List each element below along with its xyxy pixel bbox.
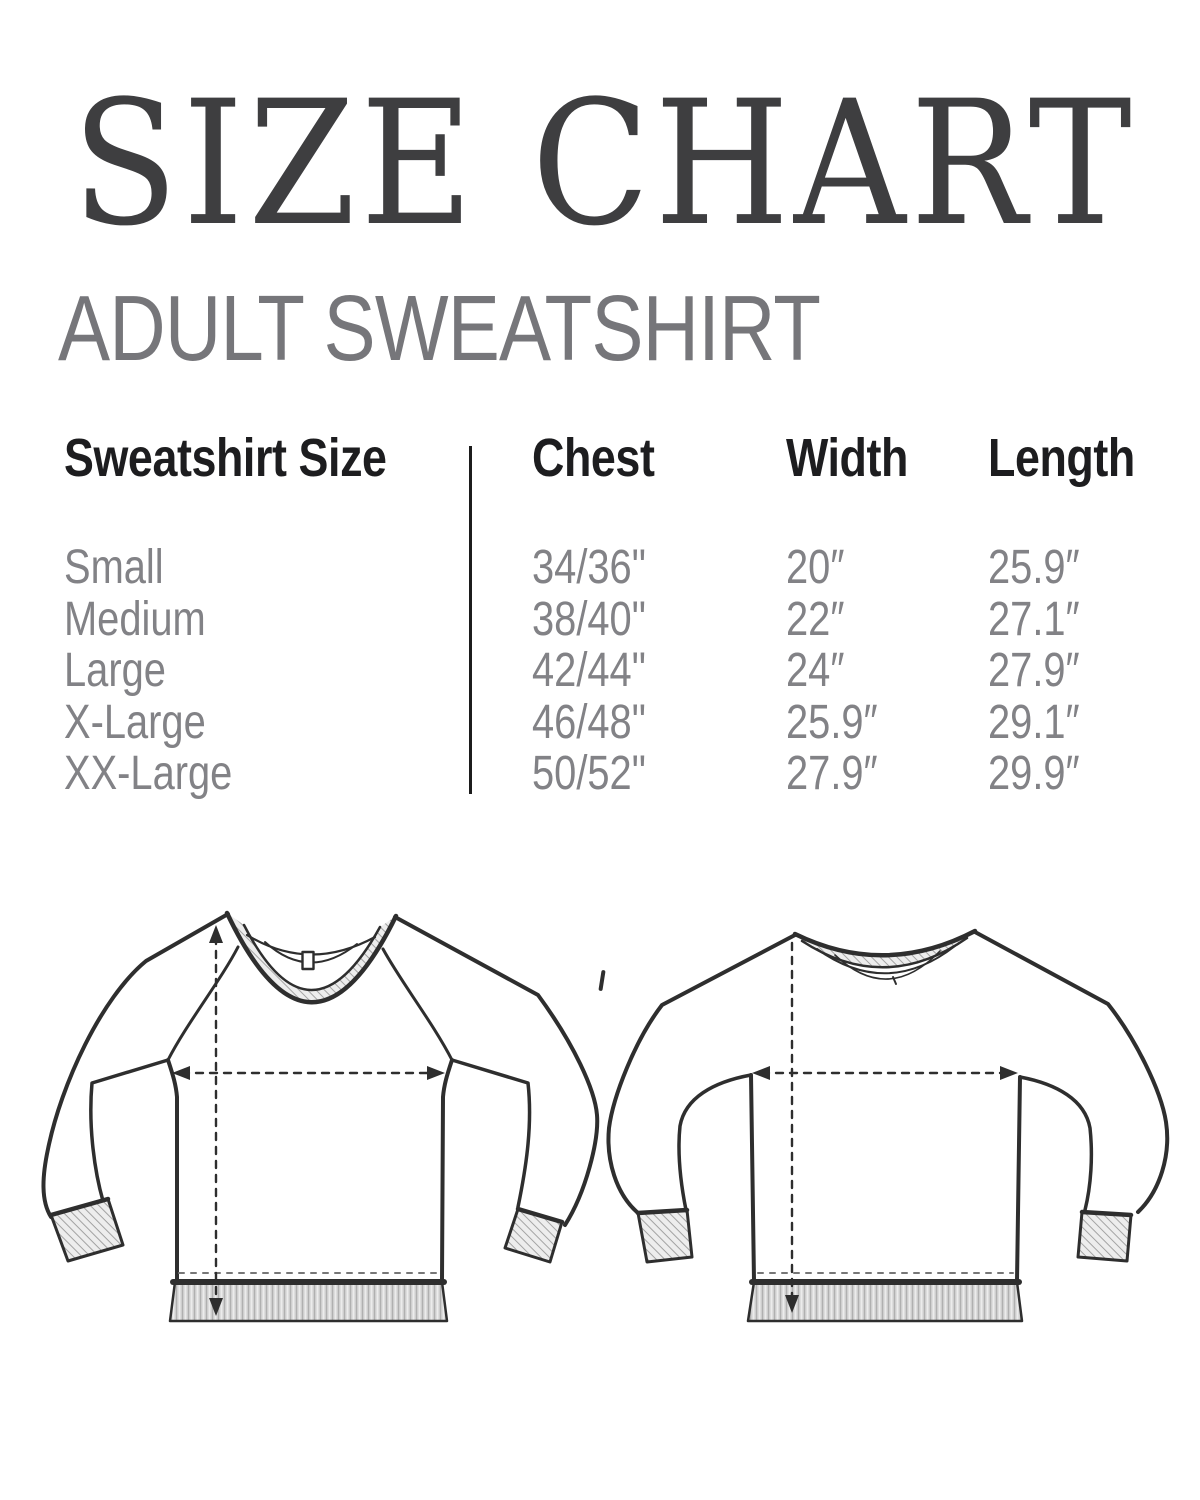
front-right-cuff	[503, 1206, 565, 1264]
front-left-cuff	[48, 1196, 125, 1263]
back-left-sleeve	[606, 933, 797, 1215]
sweatshirt-front-diagram	[41, 910, 600, 1323]
neck-tag	[301, 950, 315, 971]
length-measure-arrow	[209, 925, 223, 1316]
front-raglan-seam-right	[381, 947, 454, 1062]
size-cell: Small	[64, 541, 164, 594]
size-cell: Large	[64, 644, 166, 697]
width-cell: 20″	[786, 541, 845, 594]
back-waistband	[746, 1272, 1024, 1323]
column-header-width: Width	[786, 428, 908, 488]
table-column-width: Width 20″ 22″ 24″ 25.9″ 27.9″	[786, 429, 908, 800]
front-left-sleeve	[41, 912, 230, 1219]
back-left-cuff	[635, 1207, 694, 1264]
chest-cell: 46/48"	[532, 695, 646, 749]
page-subtitle: ADULT SWEATSHIRT	[58, 276, 821, 380]
width-cell: 25.9″	[786, 695, 878, 749]
width-cell: 27.9″	[786, 747, 878, 800]
column-header-chest: Chest	[532, 428, 655, 488]
chest-rows: 34/36" 38/40" 42/44" 46/48" 50/52"	[532, 542, 654, 800]
chest-cell: 34/36"	[532, 541, 646, 594]
chest-cell: 38/40"	[532, 592, 646, 646]
table-column-size: Sweatshirt Size Small Medium Large X-Lar…	[64, 429, 387, 800]
size-cell: Medium	[64, 592, 206, 646]
length-cell: 25.9″	[988, 541, 1080, 594]
sweatshirt-back-diagram	[606, 928, 1170, 1323]
size-cell: XX-Large	[64, 747, 233, 800]
back-right-sleeve	[973, 930, 1170, 1214]
front-raglan-seam-left	[166, 945, 240, 1062]
column-header-length: Length	[988, 428, 1135, 488]
page-title: SIZE CHART	[72, 63, 1137, 264]
chest-cell: 50/52"	[532, 747, 646, 800]
length-cell: 27.1″	[988, 592, 1080, 646]
back-neckband	[792, 928, 978, 985]
front-body	[166, 945, 454, 1282]
front-right-sleeve	[393, 915, 600, 1227]
back-width-measure-arrow	[752, 1066, 1018, 1080]
length-cell: 27.9″	[988, 644, 1080, 697]
front-waistband	[168, 1272, 449, 1323]
front-neckband	[224, 910, 399, 1005]
width-cell: 22″	[786, 592, 845, 646]
size-cell: X-Large	[64, 695, 206, 749]
width-measure-arrow	[172, 1066, 445, 1080]
length-cell: 29.9″	[988, 747, 1080, 800]
table-column-length: Length 25.9″ 27.1″ 27.9″ 29.1″ 29.9″	[988, 429, 1135, 800]
width-cell: 24″	[786, 644, 845, 697]
back-body	[749, 1073, 1022, 1283]
width-rows: 20″ 22″ 24″ 25.9″ 27.9″	[786, 542, 908, 800]
size-rows: Small Medium Large X-Large XX-Large	[64, 542, 387, 800]
back-right-cuff	[1076, 1209, 1134, 1263]
length-rows: 25.9″ 27.1″ 27.9″ 29.1″ 29.9″	[988, 542, 1135, 800]
table-column-chest: Chest 34/36" 38/40" 42/44" 46/48" 50/52"	[532, 428, 655, 800]
length-cell: 29.1″	[988, 695, 1080, 749]
back-length-measure-arrow	[785, 941, 799, 1313]
chest-cell: 42/44"	[532, 644, 646, 697]
table-divider-rule	[469, 446, 472, 794]
column-header-size: Sweatshirt Size	[64, 428, 387, 488]
